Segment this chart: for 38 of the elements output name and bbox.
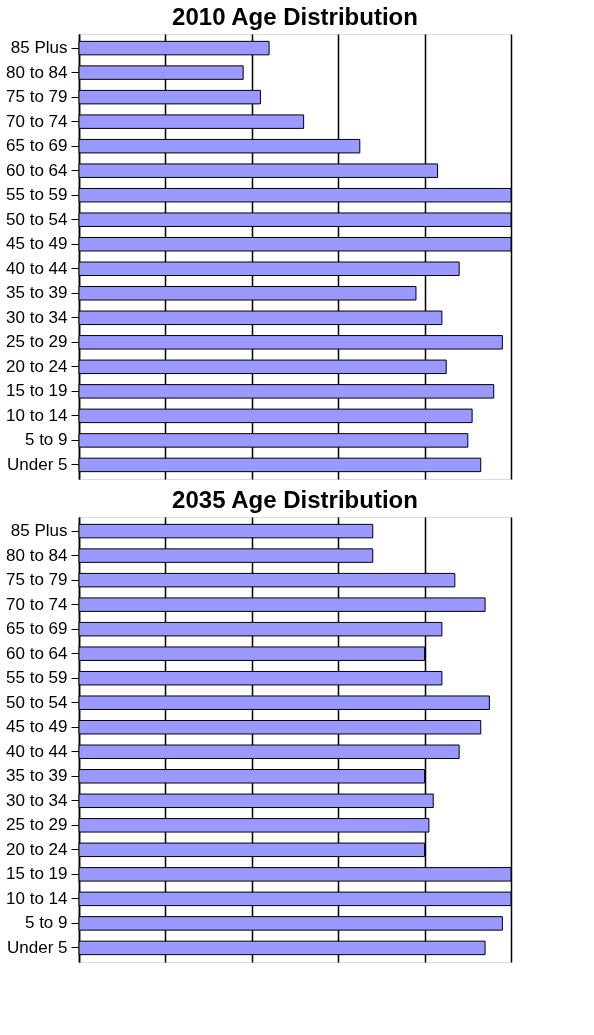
y-tick-label: 40 to 44 [6, 741, 68, 761]
y-tick-label: 45 to 49 [6, 717, 68, 737]
y-tick-label: 10 to 14 [6, 405, 68, 425]
y-tick-label: 55 to 59 [6, 185, 68, 205]
y-tick-label: 20 to 24 [6, 839, 68, 859]
y-tick-label: 15 to 19 [6, 864, 68, 884]
chart-title: 2035 Age Distribution [172, 486, 418, 513]
y-tick-label: 30 to 34 [6, 790, 68, 810]
y-tick-label: 60 to 64 [6, 643, 68, 663]
chart-title: 2010 Age Distribution [172, 3, 418, 30]
y-tick-label: 60 to 64 [6, 160, 68, 180]
y-tick-label: 50 to 54 [6, 209, 68, 229]
y-tick-label: 50 to 54 [6, 692, 68, 712]
y-tick-label: 65 to 69 [6, 136, 68, 156]
y-tick-label: 40 to 44 [6, 258, 68, 278]
y-tick-label: 65 to 69 [6, 619, 68, 639]
y-tick-label: 5 to 9 [24, 913, 68, 933]
y-tick-label: 30 to 34 [6, 307, 68, 327]
y-tick-label: 5 to 9 [24, 430, 68, 450]
y-tick-label: 70 to 74 [6, 111, 68, 131]
y-tick-label: 10 to 14 [6, 888, 68, 908]
y-tick-label: 85 Plus [10, 521, 68, 541]
y-tick-label: 35 to 39 [6, 766, 68, 786]
y-tick-label: 20 to 24 [6, 356, 68, 376]
y-tick-label: 45 to 49 [6, 234, 68, 254]
y-tick-label: 55 to 59 [6, 668, 68, 688]
y-tick-label: Under 5 [7, 937, 68, 957]
y-tick-label: 80 to 84 [6, 545, 68, 565]
y-tick-label: 25 to 29 [6, 332, 68, 352]
y-tick-label: 75 to 79 [6, 570, 68, 590]
y-tick-label: 75 to 79 [6, 87, 68, 107]
y-tick-label: 25 to 29 [6, 815, 68, 835]
y-tick-label: 85 Plus [10, 38, 68, 58]
y-tick-label: 15 to 19 [6, 381, 68, 401]
y-tick-label: 35 to 39 [6, 283, 68, 303]
y-tick-label: 70 to 74 [6, 594, 68, 614]
y-tick-label: Under 5 [7, 454, 68, 474]
y-tick-label: 80 to 84 [6, 62, 68, 82]
